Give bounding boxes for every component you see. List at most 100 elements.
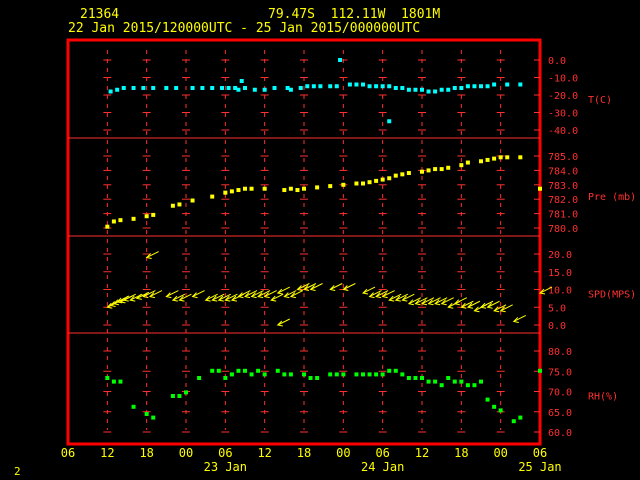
x-tick-label: 18: [454, 446, 468, 460]
data-point: [223, 190, 228, 195]
data-point: [420, 87, 424, 92]
wind-arrow: [493, 304, 507, 312]
data-point: [177, 394, 182, 398]
y-tick-label: 5.0: [548, 303, 566, 314]
panel-label: RH(%): [588, 392, 618, 403]
data-point: [111, 219, 116, 224]
data-point: [121, 86, 126, 90]
data-point: [288, 372, 293, 377]
data-point: [328, 84, 333, 89]
x-tick-label: 06: [218, 446, 232, 460]
data-point: [174, 86, 179, 90]
wind-arrow-head: [178, 295, 185, 302]
data-point: [105, 376, 110, 380]
data-point: [479, 84, 483, 89]
data-point: [387, 368, 392, 373]
wind-arrow: [480, 300, 494, 308]
wind-arrow: [211, 293, 225, 301]
data-point: [118, 379, 123, 384]
data-point: [197, 376, 202, 380]
data-point: [275, 368, 280, 373]
wind-arrow-head: [394, 295, 401, 302]
data-point: [170, 203, 175, 208]
data-point: [216, 368, 221, 373]
wind-arrow: [123, 293, 136, 301]
data-point: [226, 86, 231, 90]
data-point: [305, 84, 310, 89]
wind-arrow: [382, 290, 395, 298]
y-tick-label: -20.0: [548, 91, 578, 102]
data-point: [518, 155, 523, 160]
wind-arrow: [290, 290, 304, 298]
data-point: [243, 86, 247, 90]
wind-arrow: [487, 300, 500, 308]
wind-arrow-head: [276, 320, 283, 327]
wind-arrow-head: [473, 306, 480, 313]
y-tick-label: 0.0: [548, 56, 566, 67]
panel-label: SPD(MPS): [588, 290, 636, 301]
data-point: [354, 181, 359, 186]
wind-arrow-head: [538, 288, 546, 295]
data-point: [387, 119, 392, 124]
data-point: [400, 172, 405, 177]
data-point: [518, 82, 523, 87]
y-tick-label: -30.0: [548, 109, 578, 120]
wind-arrow-head: [191, 292, 198, 299]
data-point: [465, 84, 470, 89]
wind-arrow-head: [250, 292, 257, 299]
wind-arrow: [143, 290, 156, 298]
wind-arrow-head: [230, 295, 237, 302]
data-point: [452, 379, 457, 384]
wind-arrow-head: [204, 295, 211, 302]
wind-arrow: [329, 283, 343, 290]
data-point: [249, 372, 254, 377]
wind-arrow: [513, 315, 527, 322]
wind-arrow-head: [309, 285, 316, 291]
wind-arrow-head: [329, 285, 336, 291]
wind-arrow-head: [440, 299, 447, 306]
data-point: [426, 379, 431, 384]
data-point: [498, 408, 503, 413]
data-point: [210, 86, 215, 90]
wind-arrow-head: [296, 285, 303, 291]
wind-arrow-head: [119, 297, 126, 304]
wind-arrow: [408, 297, 422, 305]
data-point: [131, 86, 136, 90]
wind-arrow-head: [401, 295, 408, 302]
data-point: [354, 82, 359, 87]
data-point: [361, 181, 365, 186]
wind-arrow-head: [171, 295, 178, 302]
data-point: [308, 376, 313, 380]
data-point: [315, 185, 320, 190]
data-point: [361, 372, 365, 377]
data-point: [141, 86, 146, 90]
data-point: [472, 84, 477, 89]
wind-arrow-head: [368, 292, 375, 299]
x-tick-label: 18: [139, 446, 153, 460]
data-point: [538, 186, 542, 191]
wind-arrow: [415, 297, 428, 305]
data-point: [354, 372, 359, 377]
data-point: [426, 168, 431, 173]
data-point: [380, 177, 385, 182]
wind-arrow: [238, 290, 251, 298]
wind-arrow: [277, 318, 291, 326]
data-point: [485, 157, 490, 162]
data-point: [361, 82, 365, 87]
wind-arrow: [179, 293, 192, 301]
data-point: [393, 86, 398, 90]
x-tick-label: 06: [533, 446, 547, 460]
data-point: [302, 372, 306, 377]
wind-arrow-head: [447, 302, 454, 309]
data-point: [111, 379, 116, 384]
x-tick-label: 00: [179, 446, 193, 460]
y-tick-label: 20.0: [548, 250, 572, 261]
data-point: [452, 86, 457, 90]
data-point: [367, 84, 372, 89]
wind-arrow-head: [361, 288, 369, 295]
y-tick-label: 785.0: [548, 152, 578, 163]
wind-arrow-head: [342, 285, 349, 291]
data-point: [420, 376, 424, 380]
wind-arrow: [149, 290, 163, 298]
